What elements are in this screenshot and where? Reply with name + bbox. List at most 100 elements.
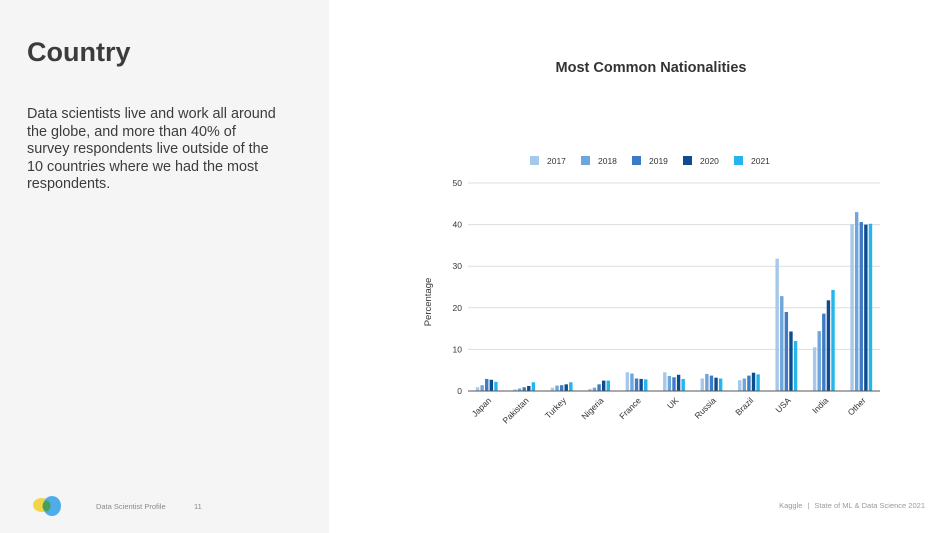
bar (850, 224, 854, 391)
bar (775, 258, 779, 391)
legend-swatch (632, 156, 641, 165)
x-tick-label: Turkey (543, 395, 569, 421)
y-tick-label: 10 (453, 344, 463, 354)
y-tick-label: 30 (453, 261, 463, 271)
bar (784, 311, 789, 391)
bar (789, 331, 793, 391)
bar (663, 372, 667, 391)
x-tick-label: Brazil (733, 395, 755, 417)
legend-label: 2018 (598, 156, 617, 166)
y-tick-labels: 0 10 20 30 40 50 (453, 178, 463, 396)
bar (601, 380, 606, 391)
x-tick-label: UK (665, 395, 681, 411)
bar (756, 374, 760, 391)
legend-label: 2021 (751, 156, 770, 166)
bar (742, 378, 747, 391)
bar (676, 374, 681, 391)
bar (625, 372, 630, 391)
bar (639, 378, 643, 391)
intro-paragraph: Data scientists live and work all around… (27, 106, 276, 193)
bar (793, 341, 798, 391)
bar (531, 382, 536, 391)
footer-report-title: State of ML & Data Science 2021 (814, 501, 925, 510)
y-tick-label: 50 (453, 178, 463, 188)
bar (522, 387, 526, 391)
bar (747, 375, 751, 391)
chart-title: Most Common Nationalities (556, 60, 747, 76)
page-title: Country (27, 37, 131, 67)
page-number: 11 (194, 502, 202, 511)
bar (831, 289, 835, 391)
legend-label: 2019 (649, 156, 668, 166)
bar (527, 386, 531, 391)
bar (854, 212, 859, 391)
bar (868, 223, 873, 391)
y-tick-label: 20 (453, 303, 463, 313)
bar (718, 378, 723, 391)
bar (494, 381, 498, 391)
bar (864, 224, 868, 391)
brand-logo-icon (33, 496, 61, 516)
x-tick-labels: Japan Pakistan Turkey Nigeria France UK Russia… (470, 395, 868, 426)
grid-lines (468, 182, 880, 350)
bar (480, 385, 484, 391)
bar (714, 377, 718, 391)
legend-label: 2020 (700, 156, 719, 166)
bar (817, 331, 821, 391)
x-tick-label: France (617, 395, 643, 421)
bar (672, 377, 676, 391)
bar (667, 376, 672, 391)
bar (559, 385, 564, 391)
bar (826, 300, 831, 391)
y-tick-label: 40 (453, 220, 463, 230)
bar (475, 387, 480, 391)
bar (705, 373, 709, 391)
sidebar-panel: Country Data scientists live and work al… (0, 0, 329, 533)
bar (644, 379, 648, 391)
legend-swatch (683, 156, 692, 165)
footer-separator: | (807, 501, 810, 510)
x-tick-label: Other (846, 395, 868, 417)
bar (630, 373, 634, 391)
footer-brand: Kaggle (779, 501, 803, 510)
bar (738, 380, 742, 391)
bar (592, 387, 597, 391)
bar (564, 384, 568, 391)
bar (700, 378, 704, 391)
bar (517, 388, 522, 391)
bar (751, 372, 756, 391)
bar (550, 387, 555, 391)
bar (780, 296, 784, 391)
legend-swatch (734, 156, 743, 165)
legend-swatch (530, 156, 539, 165)
bar (606, 380, 610, 391)
bar (812, 347, 817, 391)
bar (485, 378, 489, 391)
report-footer: Kaggle | State of ML & Data Science 2021 (779, 501, 925, 510)
bar (513, 389, 517, 391)
bar (822, 313, 826, 391)
bar (588, 388, 592, 391)
chart-legend: 2017 2018 2019 2020 2021 (530, 156, 770, 166)
x-tick-label: Russia (692, 395, 718, 421)
bar (709, 375, 714, 391)
bar (681, 378, 685, 391)
bar (489, 379, 494, 391)
bar (634, 378, 639, 391)
legend-label: 2017 (547, 156, 566, 166)
x-tick-label: Japan (470, 395, 494, 419)
x-tick-label: Pakistan (500, 395, 530, 425)
x-tick-label: Nigeria (579, 395, 605, 421)
legend-swatch (581, 156, 590, 165)
x-tick-label: USA (773, 395, 793, 415)
bars (475, 212, 873, 391)
section-label: Data Scientist Profile (96, 502, 166, 511)
bar (597, 384, 601, 391)
bar (555, 385, 559, 391)
y-tick-label: 0 (457, 386, 462, 396)
bar (859, 222, 863, 391)
bar (569, 382, 573, 391)
x-tick-label: India (810, 395, 830, 415)
y-axis-label: Percentage (423, 278, 434, 327)
